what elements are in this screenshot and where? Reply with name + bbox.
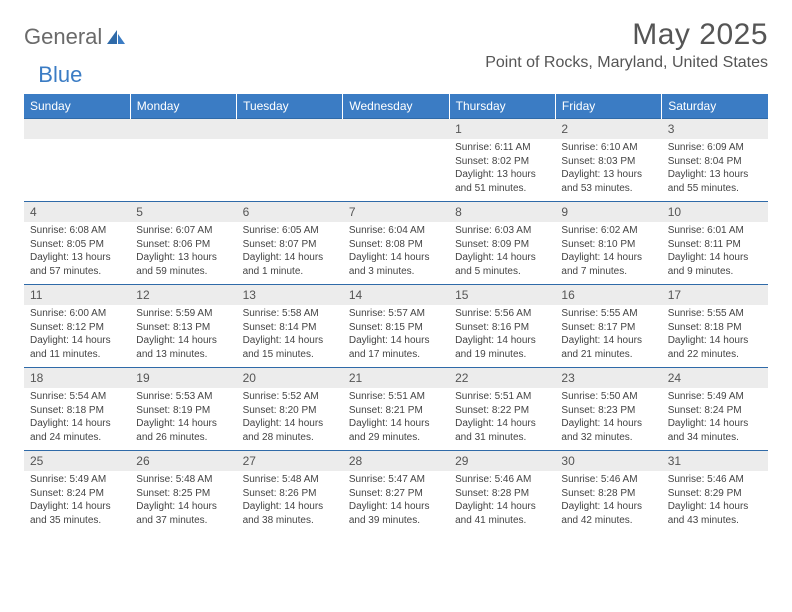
- date-detail-cell: Sunrise: 6:00 AMSunset: 8:12 PMDaylight:…: [24, 305, 130, 368]
- title-block: May 2025 Point of Rocks, Maryland, Unite…: [485, 18, 768, 72]
- date-number-cell: 14: [343, 285, 449, 306]
- date-number-cell: 6: [237, 202, 343, 223]
- date-number-cell: 27: [237, 451, 343, 472]
- col-monday: Monday: [130, 94, 236, 119]
- date-detail-row: Sunrise: 6:08 AMSunset: 8:05 PMDaylight:…: [24, 222, 768, 285]
- date-detail-row: Sunrise: 5:49 AMSunset: 8:24 PMDaylight:…: [24, 471, 768, 533]
- date-number-cell: 15: [449, 285, 555, 306]
- date-detail-cell: Sunrise: 5:48 AMSunset: 8:25 PMDaylight:…: [130, 471, 236, 533]
- date-number-cell: [343, 119, 449, 140]
- col-thursday: Thursday: [449, 94, 555, 119]
- date-number-row: 18192021222324: [24, 368, 768, 389]
- date-detail-cell: Sunrise: 5:58 AMSunset: 8:14 PMDaylight:…: [237, 305, 343, 368]
- date-detail-cell: Sunrise: 5:49 AMSunset: 8:24 PMDaylight:…: [24, 471, 130, 533]
- date-detail-cell: [130, 139, 236, 202]
- date-detail-cell: Sunrise: 6:04 AMSunset: 8:08 PMDaylight:…: [343, 222, 449, 285]
- date-detail-cell: Sunrise: 5:55 AMSunset: 8:17 PMDaylight:…: [555, 305, 661, 368]
- date-detail-cell: Sunrise: 6:07 AMSunset: 8:06 PMDaylight:…: [130, 222, 236, 285]
- date-number-cell: 13: [237, 285, 343, 306]
- date-detail-cell: Sunrise: 5:47 AMSunset: 8:27 PMDaylight:…: [343, 471, 449, 533]
- date-number-cell: 17: [662, 285, 768, 306]
- date-detail-cell: Sunrise: 5:46 AMSunset: 8:29 PMDaylight:…: [662, 471, 768, 533]
- date-detail-cell: Sunrise: 5:54 AMSunset: 8:18 PMDaylight:…: [24, 388, 130, 451]
- calendar-table: Sunday Monday Tuesday Wednesday Thursday…: [24, 94, 768, 533]
- date-detail-cell: [343, 139, 449, 202]
- date-number-cell: 16: [555, 285, 661, 306]
- col-saturday: Saturday: [662, 94, 768, 119]
- date-number-cell: 5: [130, 202, 236, 223]
- date-detail-cell: Sunrise: 6:10 AMSunset: 8:03 PMDaylight:…: [555, 139, 661, 202]
- day-header-row: Sunday Monday Tuesday Wednesday Thursday…: [24, 94, 768, 119]
- date-number-cell: 8: [449, 202, 555, 223]
- date-number-cell: 21: [343, 368, 449, 389]
- date-detail-cell: Sunrise: 6:11 AMSunset: 8:02 PMDaylight:…: [449, 139, 555, 202]
- date-number-cell: 1: [449, 119, 555, 140]
- date-number-cell: 9: [555, 202, 661, 223]
- date-detail-cell: Sunrise: 5:59 AMSunset: 8:13 PMDaylight:…: [130, 305, 236, 368]
- col-tuesday: Tuesday: [237, 94, 343, 119]
- date-detail-cell: Sunrise: 5:51 AMSunset: 8:22 PMDaylight:…: [449, 388, 555, 451]
- month-title: May 2025: [485, 18, 768, 52]
- date-detail-cell: Sunrise: 5:49 AMSunset: 8:24 PMDaylight:…: [662, 388, 768, 451]
- date-number-cell: 28: [343, 451, 449, 472]
- date-number-cell: 22: [449, 368, 555, 389]
- date-number-cell: [24, 119, 130, 140]
- date-number-cell: 30: [555, 451, 661, 472]
- location: Point of Rocks, Maryland, United States: [485, 54, 768, 72]
- date-detail-cell: Sunrise: 6:09 AMSunset: 8:04 PMDaylight:…: [662, 139, 768, 202]
- date-detail-row: Sunrise: 6:00 AMSunset: 8:12 PMDaylight:…: [24, 305, 768, 368]
- date-number-cell: 31: [662, 451, 768, 472]
- date-detail-cell: Sunrise: 5:56 AMSunset: 8:16 PMDaylight:…: [449, 305, 555, 368]
- date-number-cell: 2: [555, 119, 661, 140]
- date-number-cell: [130, 119, 236, 140]
- date-number-cell: 11: [24, 285, 130, 306]
- date-detail-cell: Sunrise: 6:08 AMSunset: 8:05 PMDaylight:…: [24, 222, 130, 285]
- date-detail-cell: Sunrise: 5:50 AMSunset: 8:23 PMDaylight:…: [555, 388, 661, 451]
- date-number-cell: 26: [130, 451, 236, 472]
- col-sunday: Sunday: [24, 94, 130, 119]
- col-wednesday: Wednesday: [343, 94, 449, 119]
- date-detail-cell: Sunrise: 6:03 AMSunset: 8:09 PMDaylight:…: [449, 222, 555, 285]
- calendar-body: 123Sunrise: 6:11 AMSunset: 8:02 PMDaylig…: [24, 119, 768, 534]
- date-detail-cell: Sunrise: 5:57 AMSunset: 8:15 PMDaylight:…: [343, 305, 449, 368]
- date-number-cell: 20: [237, 368, 343, 389]
- date-detail-row: Sunrise: 5:54 AMSunset: 8:18 PMDaylight:…: [24, 388, 768, 451]
- date-number-cell: 12: [130, 285, 236, 306]
- date-detail-cell: Sunrise: 5:53 AMSunset: 8:19 PMDaylight:…: [130, 388, 236, 451]
- date-number-row: 45678910: [24, 202, 768, 223]
- date-number-cell: 4: [24, 202, 130, 223]
- date-number-cell: 18: [24, 368, 130, 389]
- brand-logo: General: [24, 18, 127, 50]
- brand-part1: General: [24, 24, 102, 50]
- date-number-row: 11121314151617: [24, 285, 768, 306]
- date-detail-cell: Sunrise: 5:55 AMSunset: 8:18 PMDaylight:…: [662, 305, 768, 368]
- date-detail-cell: Sunrise: 5:46 AMSunset: 8:28 PMDaylight:…: [555, 471, 661, 533]
- date-detail-cell: Sunrise: 5:48 AMSunset: 8:26 PMDaylight:…: [237, 471, 343, 533]
- date-detail-cell: [24, 139, 130, 202]
- col-friday: Friday: [555, 94, 661, 119]
- date-detail-row: Sunrise: 6:11 AMSunset: 8:02 PMDaylight:…: [24, 139, 768, 202]
- date-number-row: 25262728293031: [24, 451, 768, 472]
- date-detail-cell: Sunrise: 5:46 AMSunset: 8:28 PMDaylight:…: [449, 471, 555, 533]
- date-detail-cell: [237, 139, 343, 202]
- date-number-cell: 23: [555, 368, 661, 389]
- sail-icon: [105, 28, 127, 46]
- date-number-cell: 3: [662, 119, 768, 140]
- date-number-cell: [237, 119, 343, 140]
- date-detail-cell: Sunrise: 5:52 AMSunset: 8:20 PMDaylight:…: [237, 388, 343, 451]
- date-number-cell: 19: [130, 368, 236, 389]
- date-number-cell: 29: [449, 451, 555, 472]
- date-number-cell: 24: [662, 368, 768, 389]
- calendar-page: General May 2025 Point of Rocks, Marylan…: [0, 0, 792, 533]
- date-detail-cell: Sunrise: 6:01 AMSunset: 8:11 PMDaylight:…: [662, 222, 768, 285]
- date-number-cell: 25: [24, 451, 130, 472]
- date-detail-cell: Sunrise: 5:51 AMSunset: 8:21 PMDaylight:…: [343, 388, 449, 451]
- date-number-row: 123: [24, 119, 768, 140]
- date-number-cell: 10: [662, 202, 768, 223]
- brand-part2: Blue: [38, 62, 82, 88]
- date-number-cell: 7: [343, 202, 449, 223]
- date-detail-cell: Sunrise: 6:05 AMSunset: 8:07 PMDaylight:…: [237, 222, 343, 285]
- date-detail-cell: Sunrise: 6:02 AMSunset: 8:10 PMDaylight:…: [555, 222, 661, 285]
